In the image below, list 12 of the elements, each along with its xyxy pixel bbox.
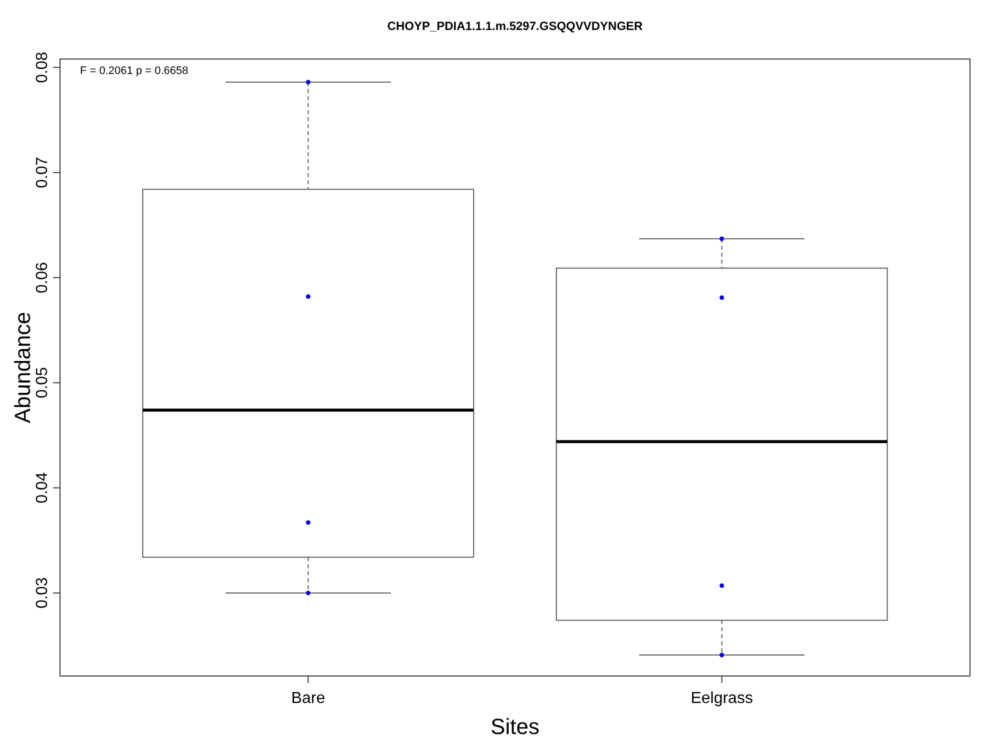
x-axis-title: Sites [490, 714, 540, 739]
annotation: F = 0.2061 p = 0.6658 [80, 65, 188, 77]
y-tick-label: 0.06 [34, 262, 51, 294]
y-axis-title: Abundance [10, 312, 35, 424]
chart-title: CHOYP_PDIA1.1.1.m.5297.GSQQVVDYNGER [387, 19, 644, 33]
x-tick-label: Bare [291, 690, 326, 707]
x-tick-label: Eelgrass [690, 690, 753, 707]
y-tick-label: 0.05 [34, 367, 51, 398]
y-tick-label: 0.04 [34, 472, 51, 504]
y-tick-label: 0.07 [34, 156, 51, 188]
y-tick-label: 0.08 [34, 52, 51, 83]
y-tick-label: 0.03 [34, 577, 51, 609]
